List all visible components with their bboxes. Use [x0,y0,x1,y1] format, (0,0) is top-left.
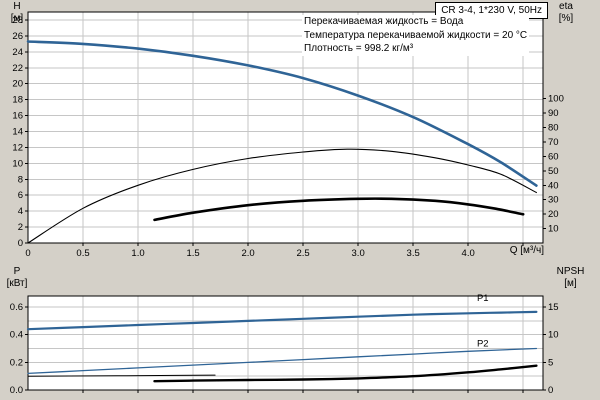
svg-text:18: 18 [12,95,23,106]
eta-axis-title-line1: eta [559,1,573,12]
svg-text:6: 6 [18,190,23,201]
svg-text:4.0: 4.0 [462,248,475,259]
eta-axis-title: eta [%] [545,1,587,25]
svg-text:2.5: 2.5 [296,248,309,259]
h-axis-title-line2: [м] [10,13,24,24]
svg-text:24: 24 [12,47,23,58]
fluid-info-line3: Плотность = 998.2 кг/м³ [304,43,414,54]
p-axis-title-line1: P [13,266,21,277]
svg-text:4: 4 [18,206,23,217]
svg-text:0.0: 0.0 [10,385,23,396]
q-axis-title: Q [м³/ч] [509,245,544,256]
power-npsh-chart-grid [28,296,543,390]
svg-text:28: 28 [12,15,23,26]
svg-text:0: 0 [18,238,23,249]
series-P2 [27,347,538,375]
svg-text:2: 2 [18,222,23,233]
svg-text:100: 100 [548,94,564,105]
series-eta2 [153,197,525,222]
eta-axis-title-line2: [%] [558,13,574,24]
svg-text:0.2: 0.2 [10,357,23,368]
svg-text:70: 70 [548,137,559,148]
svg-text:3.0: 3.0 [352,248,365,259]
svg-text:60: 60 [548,151,559,162]
svg-text:80: 80 [548,123,559,134]
svg-text:10: 10 [548,224,559,235]
p-axis-title: P [кВт] [0,266,34,290]
curve-label-P1: P1 [477,293,489,304]
fluid-info: Перекачиваемая жидкость = Вода Температу… [302,15,530,56]
p-axis-title-line2: [кВт] [6,278,28,289]
svg-text:14: 14 [12,126,23,137]
svg-text:40: 40 [548,180,559,191]
svg-text:26: 26 [12,31,23,42]
svg-text:50: 50 [548,166,559,177]
svg-text:20: 20 [548,209,559,220]
svg-text:12: 12 [12,142,23,153]
svg-text:20: 20 [12,79,23,90]
svg-text:16: 16 [12,111,23,122]
series-aux [27,374,216,377]
series-eta [27,148,537,244]
head-efficiency-chart-tick-labels: 0246810121416182022242628102030405060708… [12,15,563,259]
svg-text:0.4: 0.4 [10,330,23,341]
fluid-info-line2: Температура перекачиваемой жидкости = 20… [304,29,528,41]
series-NPSH [153,364,538,383]
power-npsh-chart: 0.0 0.2 0.4 0.6 0 5 10 15 P1 P2 [10,293,559,396]
svg-text:22: 22 [12,63,23,74]
svg-text:0: 0 [548,385,553,396]
npsh-axis-title-line1: NPSH [556,266,585,277]
svg-text:1.0: 1.0 [131,248,144,259]
svg-text:5: 5 [548,357,553,368]
svg-text:30: 30 [548,195,559,206]
svg-text:0: 0 [25,248,30,259]
svg-text:15: 15 [548,302,559,313]
svg-text:1.5: 1.5 [186,248,199,259]
fluid-info-line1: Перекачиваемая жидкость = Вода [304,16,464,27]
series-H-Q [26,40,538,187]
svg-text:10: 10 [12,158,23,169]
npsh-axis-title: NPSH [м] [543,266,598,290]
h-axis-title-line1: H [13,1,21,12]
svg-text:0.6: 0.6 [10,302,23,313]
npsh-axis-title-line2: [м] [564,278,577,289]
series-P1 [26,310,538,331]
svg-text:0.5: 0.5 [76,248,89,259]
svg-text:2.0: 2.0 [241,248,254,259]
svg-text:3.5: 3.5 [407,248,420,259]
curve-label-P2: P2 [477,338,489,349]
svg-text:90: 90 [548,108,559,119]
power-npsh-chart-tick-labels: 0.0 0.2 0.4 0.6 0 5 10 15 [10,302,559,396]
svg-text:8: 8 [18,174,23,185]
svg-text:10: 10 [548,330,559,341]
h-axis-title: H [м] [2,1,32,25]
